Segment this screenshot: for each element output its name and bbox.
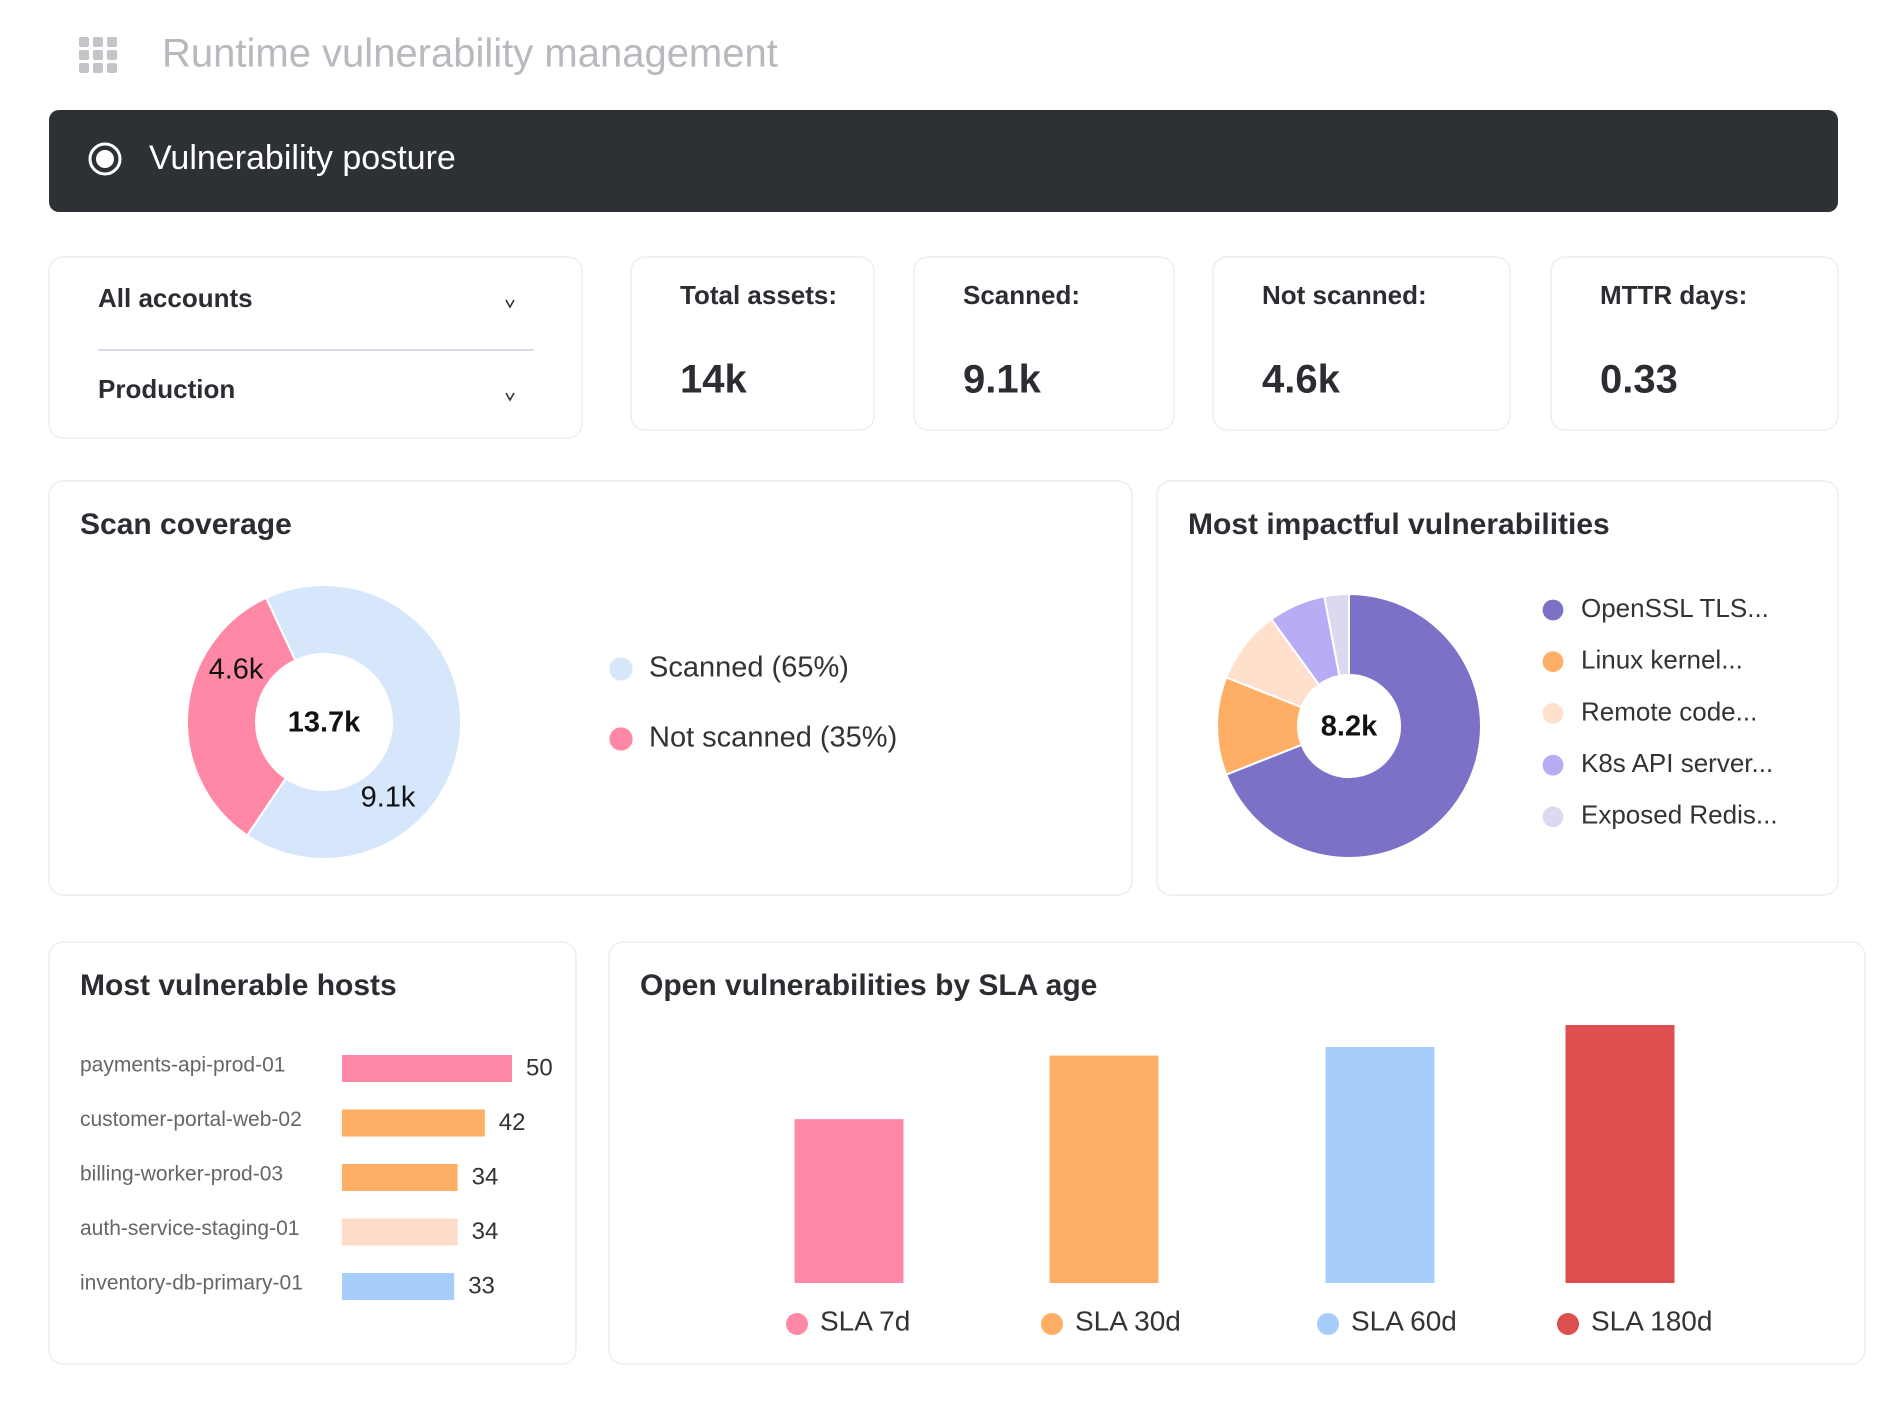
banner-title: Vulnerability posture xyxy=(149,139,456,177)
banner xyxy=(49,110,1838,212)
kpi-label: Total assets: xyxy=(680,280,837,310)
filter-label[interactable]: Production xyxy=(98,374,235,404)
kpi-label: Scanned: xyxy=(963,280,1080,310)
bar xyxy=(794,1119,904,1283)
slice-label: 9.1k xyxy=(361,782,416,814)
slice-label: 4.6k xyxy=(209,654,264,686)
bar xyxy=(1325,1047,1435,1283)
banner-icon xyxy=(88,142,122,176)
bar xyxy=(342,1164,458,1191)
value-label: 33 xyxy=(468,1272,495,1299)
kpi-card xyxy=(1550,256,1839,431)
chart-title: Most vulnerable hosts xyxy=(80,969,397,1002)
host-label: customer-portal-web-02 xyxy=(80,1108,302,1131)
legend-label: SLA 30d xyxy=(1075,1305,1181,1336)
bar xyxy=(1049,1055,1159,1283)
kpi-value: 0.33 xyxy=(1600,358,1678,402)
donut-slice xyxy=(1323,592,1350,678)
chart-card xyxy=(608,941,1866,1365)
chart-title: Open vulnerabilities by SLA age xyxy=(640,969,1097,1002)
host-label: payments-api-prod-01 xyxy=(80,1054,285,1077)
legend-label: Not scanned (35%) xyxy=(649,722,897,754)
bar xyxy=(1565,1025,1675,1283)
host-label: inventory-db-primary-01 xyxy=(80,1272,303,1295)
legend-label: OpenSSL TLS... xyxy=(1581,593,1769,623)
kpi-value: 4.6k xyxy=(1262,358,1341,402)
legend-marker xyxy=(1317,1313,1339,1335)
chart-title: Most impactful vulnerabilities xyxy=(1188,508,1610,541)
bar xyxy=(342,1273,455,1300)
legend-marker xyxy=(1542,703,1564,724)
value-label: 34 xyxy=(472,1163,499,1190)
banner-icon-dot xyxy=(96,150,114,168)
kpi-card xyxy=(1212,256,1511,431)
chevron[interactable] xyxy=(505,392,515,402)
donut-slice xyxy=(245,584,462,860)
bar xyxy=(342,1109,485,1137)
filter-label[interactable]: All accounts xyxy=(98,283,253,313)
kpi-value: 14k xyxy=(680,358,747,402)
kpi-label: Not scanned: xyxy=(1262,280,1427,310)
donut-center-label: 13.7k xyxy=(288,707,361,739)
legend-marker xyxy=(1557,1313,1579,1335)
legend-marker xyxy=(786,1313,808,1335)
chevron[interactable] xyxy=(505,299,515,309)
value-label: 50 xyxy=(526,1054,553,1081)
legend-marker xyxy=(609,657,633,681)
legend-marker xyxy=(1542,806,1564,828)
chart-card xyxy=(48,941,577,1365)
legend-label: SLA 7d xyxy=(820,1305,910,1336)
page-title: Runtime vulnerability management xyxy=(162,32,778,76)
donut-slice xyxy=(1224,592,1482,859)
legend-label: K8s API server... xyxy=(1581,748,1773,778)
donut-slice xyxy=(186,596,297,837)
apps-icon xyxy=(79,37,117,73)
kpi-card xyxy=(913,256,1175,431)
chart-title: Scan coverage xyxy=(80,508,292,541)
legend-label: Scanned (65%) xyxy=(649,652,849,684)
legend-marker xyxy=(1542,599,1564,621)
bar xyxy=(342,1218,458,1246)
host-label: billing-worker-prod-03 xyxy=(80,1163,283,1186)
legend-marker xyxy=(1542,651,1564,673)
filter-card xyxy=(48,256,583,439)
bar xyxy=(342,1055,512,1082)
value-label: 42 xyxy=(499,1109,526,1136)
legend-label: SLA 180d xyxy=(1591,1305,1712,1336)
kpi-label: MTTR days: xyxy=(1600,280,1747,310)
legend-marker xyxy=(609,727,633,751)
kpi-value: 9.1k xyxy=(963,358,1042,402)
kpi-card xyxy=(630,256,875,431)
legend-label: SLA 60d xyxy=(1351,1305,1457,1336)
legend-marker xyxy=(1041,1313,1063,1335)
legend-marker xyxy=(1542,754,1564,776)
donut-center-label: 8.2k xyxy=(1321,711,1378,743)
value-label: 34 xyxy=(472,1218,499,1245)
legend-label: Remote code... xyxy=(1581,696,1757,726)
legend-label: Exposed Redis... xyxy=(1581,800,1778,830)
host-label: auth-service-staging-01 xyxy=(80,1217,299,1240)
legend-label: Linux kernel... xyxy=(1581,645,1743,675)
